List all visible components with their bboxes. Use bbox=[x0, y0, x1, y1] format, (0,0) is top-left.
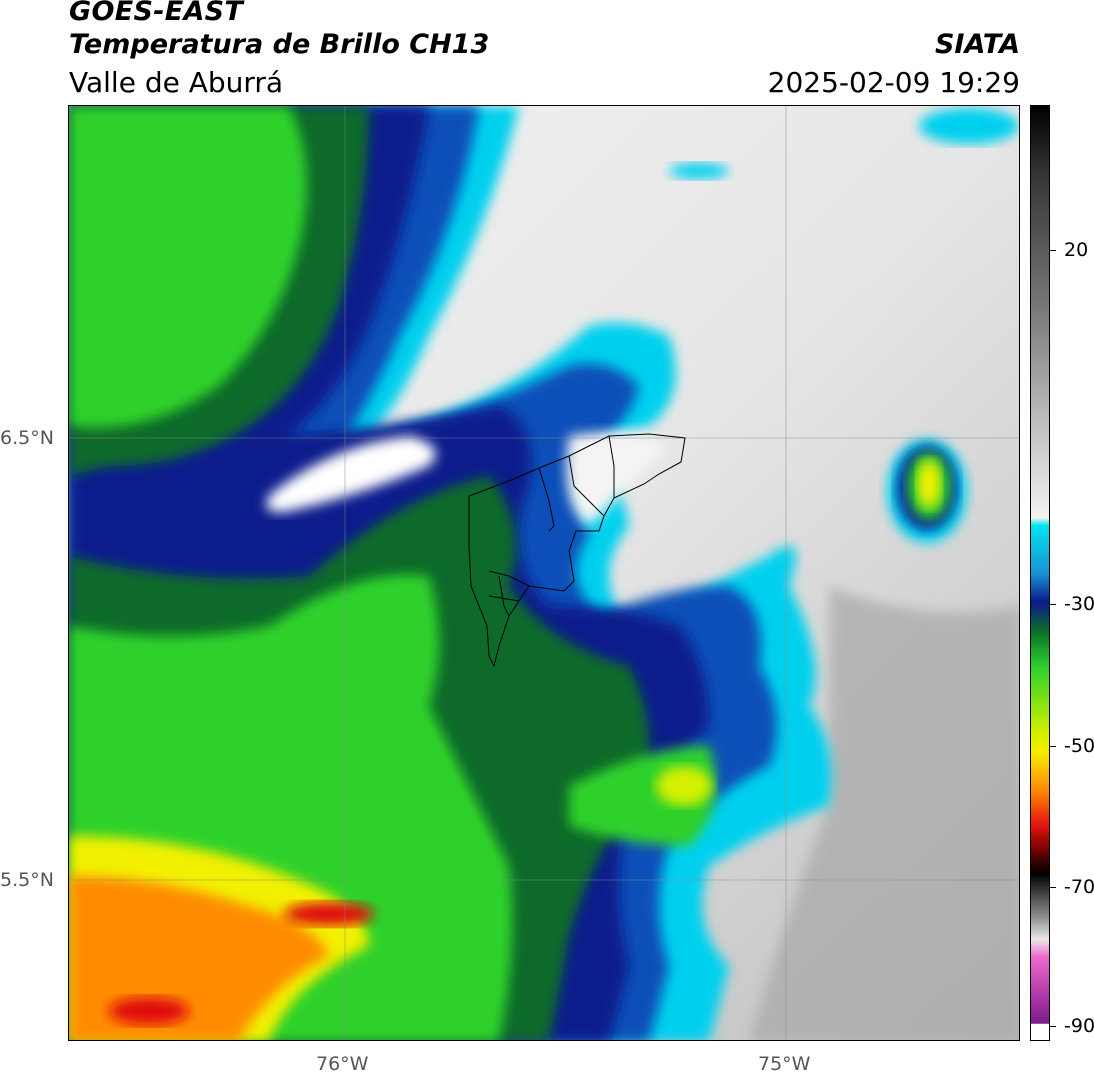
background-dark-gray bbox=[749, 586, 1019, 1040]
clear-pocket-west bbox=[266, 436, 436, 512]
lon-label-75: 75°W bbox=[758, 1053, 811, 1075]
municipal-boundaries bbox=[468, 433, 686, 668]
colorbar-tick-label: 20 bbox=[1064, 239, 1089, 262]
graticule bbox=[69, 106, 1019, 1040]
colorbar-tick-mark bbox=[1050, 603, 1056, 605]
clear-pocket-center bbox=[566, 432, 669, 526]
colorbar bbox=[1030, 105, 1050, 1041]
satellite-map[interactable] bbox=[68, 105, 1020, 1041]
colorbar-tick-label: -30 bbox=[1064, 592, 1094, 615]
timestamp-label: 2025-02-09 19:29 bbox=[767, 66, 1020, 99]
colorbar-tick-mark bbox=[1050, 1026, 1056, 1028]
map-canvas bbox=[69, 106, 1019, 1040]
lat-label-5.5: 5.5°N bbox=[0, 869, 54, 891]
cloud-core-lime bbox=[656, 766, 712, 806]
cloud-fleck-ne bbox=[919, 108, 1019, 144]
lat-label-6.5: 6.5°N bbox=[0, 427, 54, 449]
lon-label-76: 76°W bbox=[316, 1053, 369, 1075]
satellite-title: GOES-EAST bbox=[69, 0, 244, 27]
organization-label: SIATA bbox=[934, 29, 1020, 60]
cloud-core-red-2 bbox=[109, 997, 189, 1025]
colorbar-tick-mark bbox=[1050, 250, 1056, 252]
colorbar-tick-label: -70 bbox=[1064, 876, 1094, 899]
cloud-core-green-north bbox=[69, 106, 307, 428]
colorbar-tick-label: -90 bbox=[1064, 1015, 1094, 1038]
colorbar-tick-label: -50 bbox=[1064, 735, 1094, 758]
colorbar-tick-mark bbox=[1050, 746, 1056, 748]
product-title: Temperatura de Brillo CH13 bbox=[69, 29, 490, 60]
cloud-core-red-1 bbox=[284, 902, 374, 926]
cloud-fleck-north bbox=[669, 163, 729, 179]
colorbar-gradient bbox=[1031, 106, 1049, 1040]
region-title: Valle de Aburrá bbox=[69, 66, 284, 99]
colorbar-tick-mark bbox=[1050, 887, 1056, 889]
cell-east-yellow bbox=[917, 460, 941, 508]
